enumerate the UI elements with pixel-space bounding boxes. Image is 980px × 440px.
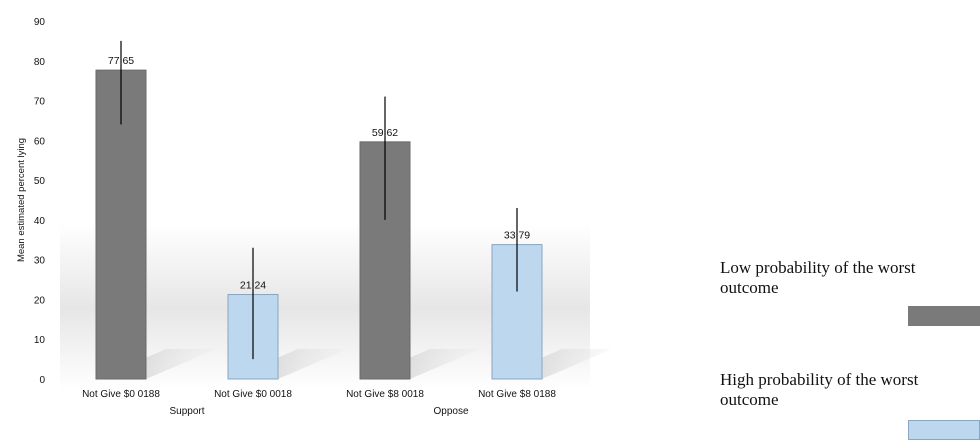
y-tick-label: 60 [34, 136, 46, 147]
y-tick-label: 70 [34, 97, 46, 108]
y-axis-title: Mean estimated percent lying [16, 138, 27, 262]
x-group-label: Support [169, 406, 204, 417]
data-label: 33,79 [504, 230, 530, 242]
legend-swatch-low [908, 306, 980, 326]
bar-chart: 0 10 20 30 40 50 60 70 80 90 77,65 21,24 59,62 33,79… [16, 17, 612, 417]
legend-label-low: Low probability of the worst outcome [720, 258, 916, 297]
chart-area: 0 10 20 30 40 50 60 70 80 90 77,65 21,24 59,62 33,79… [16, 17, 612, 417]
legend-label-high: High probability of the worst outcome [720, 370, 919, 409]
x-category-label: Not Give $0 0188 [82, 389, 160, 400]
data-label: 77,65 [108, 55, 134, 67]
x-group-label: Oppose [433, 406, 468, 417]
bars: 77,65 21,24 59,62 33,79 [95, 40, 543, 380]
y-tick-label: 50 [34, 176, 46, 187]
y-tick-label: 30 [34, 256, 46, 267]
bar-3 [359, 141, 411, 380]
data-label: 59,62 [372, 127, 398, 139]
y-tick-label: 80 [34, 57, 46, 68]
legend-swatch-high [908, 420, 980, 440]
x-category-label: Not Give $8 0018 [346, 389, 424, 400]
y-tick-label: 10 [34, 335, 46, 346]
data-label: 21,24 [240, 280, 266, 292]
y-tick-label: 90 [34, 17, 46, 28]
y-tick-label: 40 [34, 216, 46, 227]
y-tick-label: 0 [39, 375, 45, 386]
y-axis-ticks: 0 10 20 30 40 50 60 70 80 90 [34, 17, 46, 386]
x-category-label: Not Give $0 0018 [214, 389, 292, 400]
legend: Low probability of the worst outcome Hig… [720, 0, 980, 440]
y-tick-label: 20 [34, 295, 46, 306]
category-labels: Not Give $0 0188 Not Give $0 0018 Not Give… [82, 389, 556, 417]
x-category-label: Not Give $8 0188 [478, 389, 556, 400]
